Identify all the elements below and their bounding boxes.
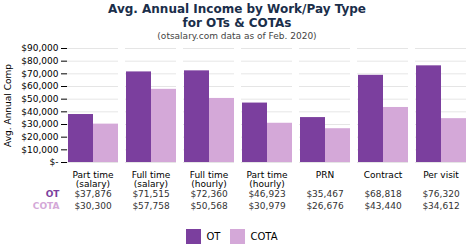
svg-text:$40,000: $40,000	[21, 107, 58, 117]
svg-text:$50,568: $50,568	[190, 201, 227, 211]
svg-text:COTA: COTA	[33, 201, 60, 211]
svg-text:PRN: PRN	[316, 170, 334, 180]
svg-text:$76,320: $76,320	[422, 189, 459, 199]
svg-text:$50,000: $50,000	[21, 94, 58, 104]
svg-text:Contract: Contract	[364, 170, 403, 180]
svg-text:$90,000: $90,000	[21, 43, 58, 53]
svg-text:$37,876: $37,876	[74, 189, 111, 199]
svg-text:$80,000: $80,000	[21, 56, 58, 66]
svg-text:$10,000: $10,000	[21, 145, 58, 155]
svg-text:$30,300: $30,300	[74, 201, 111, 211]
html-text:OT: OT	[206, 231, 221, 242]
svg-text:Avg. Annual Comp: Avg. Annual Comp	[3, 64, 13, 147]
svg-text:$68,818: $68,818	[364, 189, 401, 199]
svg-text:$-: $-	[50, 157, 59, 167]
svg-text:$72,360: $72,360	[190, 189, 227, 199]
svg-text:$35,467: $35,467	[306, 189, 343, 199]
svg-text:Full time(hourly): Full time(hourly)	[190, 170, 229, 189]
svg-text:$70,000: $70,000	[21, 69, 58, 79]
svg-text:OT: OT	[46, 189, 61, 199]
svg-text:Part time(hourly): Part time(hourly)	[247, 170, 288, 189]
svg-text:Per visit: Per visit	[423, 170, 459, 180]
svg-text:$26,676: $26,676	[306, 201, 343, 211]
svg-text:$30,979: $30,979	[248, 201, 285, 211]
svg-text:$71,515: $71,515	[132, 189, 169, 199]
svg-text:$30,000: $30,000	[21, 119, 58, 129]
html-text:COTA: COTA	[250, 231, 278, 242]
svg-text:Full time(salary): Full time(salary)	[132, 170, 171, 189]
html-text:(otsalary.com data as of Feb.: (otsalary.com data as of Feb. 2020)	[157, 31, 317, 41]
svg-text:$46,923: $46,923	[248, 189, 285, 199]
svg-text:$60,000: $60,000	[21, 81, 58, 91]
svg-text:$57,758: $57,758	[132, 201, 169, 211]
svg-text:$20,000: $20,000	[21, 132, 58, 142]
svg-text:$43,440: $43,440	[364, 201, 401, 211]
svg-text:Part time(salary): Part time(salary)	[73, 170, 114, 189]
html-text:Avg. Annual Income by Work/Pay: Avg. Annual Income by Work/Pay Type for …	[108, 2, 366, 30]
svg-text:$34,612: $34,612	[422, 201, 459, 211]
